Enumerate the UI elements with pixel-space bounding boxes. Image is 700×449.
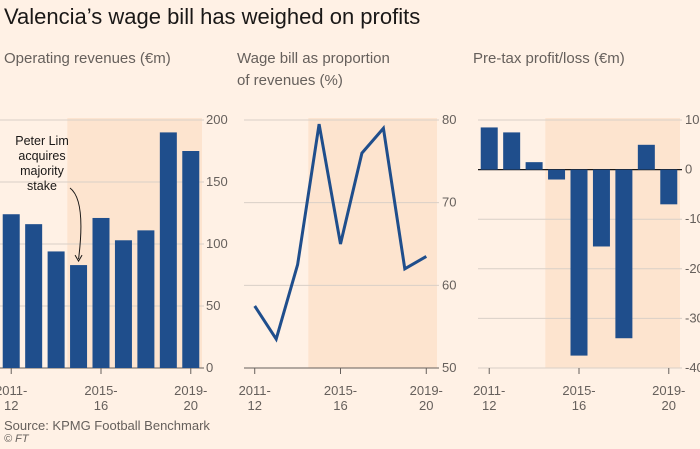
shaded-period-0 [67,118,202,368]
x-tick-label: 16 [94,398,108,413]
y-tick-label: 10 [685,112,699,127]
bar-2019-20 [660,169,678,205]
bar-2017-18 [615,169,633,339]
y-tick-label: 0 [685,162,692,177]
bar-2012-13 [25,224,43,368]
x-tick-label: 20 [184,398,198,413]
bar-2014-15 [548,169,566,180]
annotation-text: Peter Lim [15,134,69,148]
annotation-text: acquires [18,149,65,163]
x-tick-label: 20 [419,398,433,413]
source-note: Source: KPMG Football Benchmark [4,418,210,433]
y-tick-label: 0 [206,360,213,375]
y-tick-label: -30 [685,310,700,325]
chart-revenues: 0 50 100 150 200 2011-12 2015-16 2019-20 Peter L… [0,112,228,413]
bar-2018-19 [637,144,655,170]
x-tick-label: 2011- [239,383,271,398]
shaded-period-2 [545,118,680,368]
bar-2019-20 [182,151,200,368]
y-tick-label: 150 [206,174,228,189]
y-tick-label: 100 [206,236,228,251]
x-tick-label: 2019- [410,383,443,398]
x-tick-label: 16 [333,398,347,413]
chart-profit: -40 -30 -20 -10 0 10 2011-12 2015-16 2019-20 [473,112,700,413]
bar-2015-16 [570,169,588,356]
y-tick-label: 50 [206,298,220,313]
bar-2013-14 [47,251,65,368]
panel-title-profit: Pre-tax profit/loss (€m) [473,50,625,67]
bar-2013-14 [525,162,543,170]
panel-title-wage-ratio-line1: Wage bill as proportion [237,50,390,67]
x-tick-label: 12 [482,398,496,413]
y-tick-label: 60 [442,277,456,292]
panel-title-wage-ratio: Wage bill as proportion of revenues (%) [237,48,390,92]
y-tick-label: 80 [442,112,456,127]
bar-2018-19 [159,132,177,368]
annotation-arrow [69,187,82,260]
y-tick-label: 50 [442,360,456,375]
bar-2015-16 [92,217,110,368]
x-tick-label: 12 [4,398,18,413]
x-tick-label: 2019- [174,383,207,398]
y-tick-label: 200 [206,112,228,127]
y-tick-label: 70 [442,195,456,210]
annotation-text: majority [20,164,65,178]
annotation-arrowhead [74,254,83,263]
chart-wage-ratio: 50 60 70 80 2011-12 2015-16 2019-20 [239,112,457,413]
x-tick-label: 16 [572,398,586,413]
bar-2011-12 [2,214,20,368]
x-tick-label: 2015- [562,383,595,398]
bar-2014-15 [70,265,88,368]
bar-2012-13 [503,132,521,170]
bar-2016-17 [592,169,610,247]
chart-title: Valencia’s wage bill has weighed on prof… [4,4,421,29]
ft-credit: © FT [4,433,29,445]
panel-title-wage-ratio-line2: of revenues (%) [237,72,343,89]
y-tick-label: -20 [685,261,700,276]
y-tick-label: -40 [685,360,700,375]
y-tick-label: -10 [685,211,700,226]
x-tick-label: 2015- [324,383,357,398]
annotation-text: stake [27,179,57,193]
x-tick-label: 2011- [0,383,27,398]
panel-title-revenues: Operating revenues (€m) [4,50,171,67]
x-tick-label: 2015- [84,383,117,398]
bar-2017-18 [137,230,155,368]
x-tick-label: 12 [247,398,261,413]
shaded-period-1 [308,118,437,368]
bar-2016-17 [114,240,132,368]
x-tick-label: 2011- [473,383,505,398]
x-tick-label: 2019- [652,383,685,398]
bar-2011-12 [480,127,498,170]
x-tick-label: 20 [662,398,676,413]
